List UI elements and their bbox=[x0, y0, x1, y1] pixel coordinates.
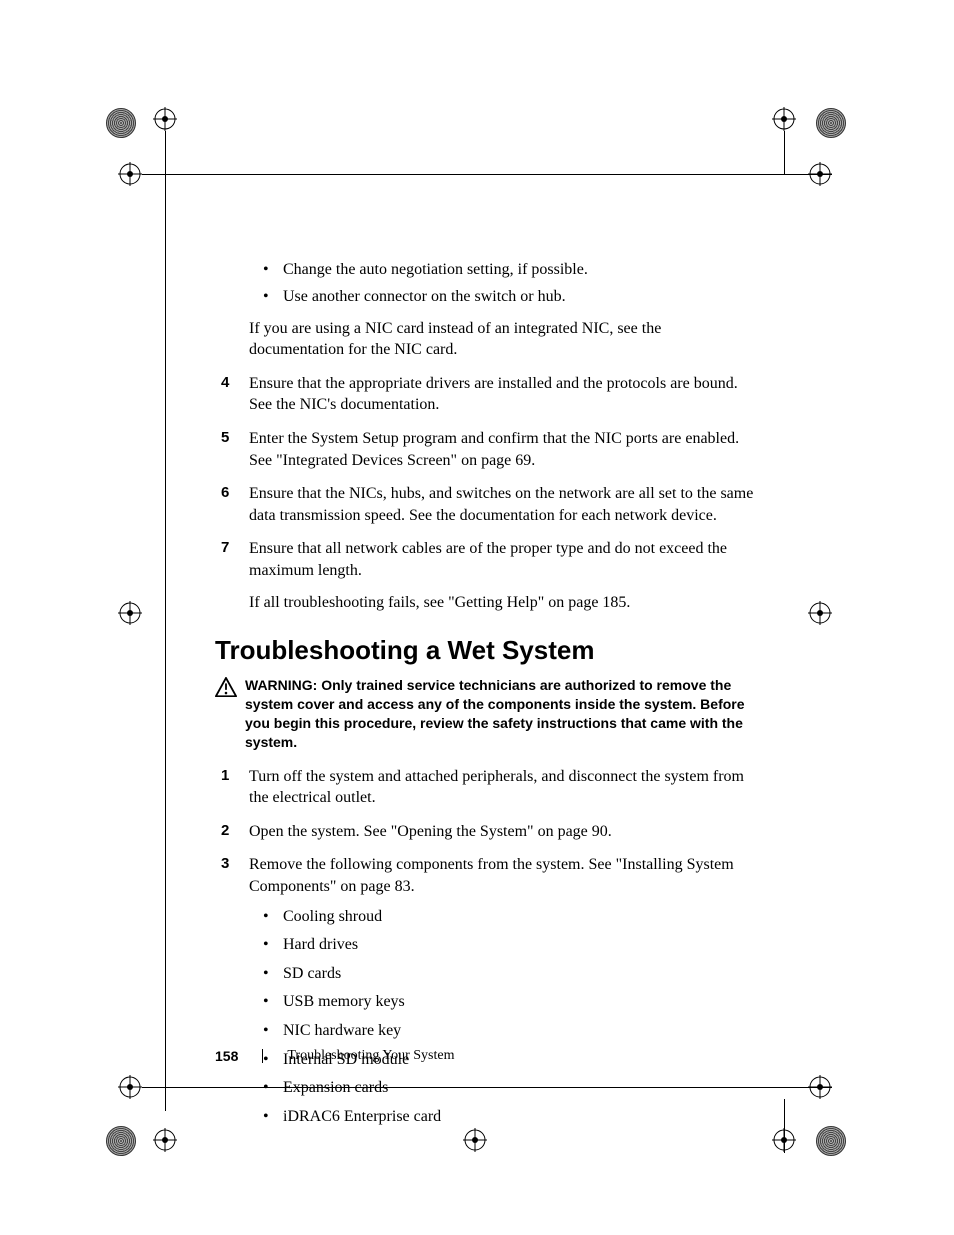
reg-mark-icon bbox=[153, 1128, 177, 1152]
warning-icon bbox=[215, 677, 237, 697]
reg-mark-icon bbox=[118, 1075, 142, 1099]
list-item: Cooling shroud bbox=[249, 906, 760, 928]
page-number: 158 bbox=[215, 1048, 238, 1064]
prev-step-bullets: Change the auto negotiation setting, if … bbox=[215, 260, 760, 308]
list-item: USB memory keys bbox=[249, 991, 760, 1013]
bullet-text: Expansion cards bbox=[283, 1079, 388, 1096]
footer-divider bbox=[262, 1049, 263, 1063]
list-item: SD cards bbox=[249, 963, 760, 985]
list-item: 6 Ensure that the NICs, hubs, and switch… bbox=[215, 483, 760, 526]
step-number: 3 bbox=[221, 854, 229, 874]
page-content: Change the auto negotiation setting, if … bbox=[215, 260, 760, 1139]
crop-line bbox=[784, 131, 785, 175]
paragraph: If you are using a NIC card instead of a… bbox=[249, 318, 760, 361]
list-item: 2 Open the system. See "Opening the Syst… bbox=[215, 821, 760, 843]
footer-section: Troubleshooting Your System bbox=[287, 1048, 454, 1064]
list-item: Expansion cards bbox=[249, 1077, 760, 1099]
step-text: Turn off the system and attached periphe… bbox=[249, 768, 744, 807]
list-item: Hard drives bbox=[249, 934, 760, 956]
step-text: Enter the System Setup program and confi… bbox=[249, 430, 739, 469]
warning-label: WARNING: bbox=[245, 677, 317, 693]
page-footer: 158 Troubleshooting Your System bbox=[215, 1048, 455, 1064]
bullet-text: SD cards bbox=[283, 965, 341, 982]
list-item: Change the auto negotiation setting, if … bbox=[215, 260, 760, 281]
list-item: 3 Remove the following components from t… bbox=[215, 854, 760, 1127]
list-item: 7 Ensure that all network cables are of … bbox=[215, 538, 760, 613]
crop-line bbox=[142, 174, 832, 175]
component-list: Cooling shroud Hard drives SD cards USB … bbox=[249, 906, 760, 1128]
list-item: 1 Turn off the system and attached perip… bbox=[215, 766, 760, 809]
reg-mark-icon bbox=[118, 601, 142, 625]
reg-mark-icon bbox=[808, 601, 832, 625]
step-number: 5 bbox=[221, 428, 229, 448]
list-item: 5 Enter the System Setup program and con… bbox=[215, 428, 760, 471]
bullet-text: Change the auto negotiation setting, if … bbox=[283, 261, 588, 278]
reg-texture-circle bbox=[106, 1126, 136, 1156]
step-followup: If all troubleshooting fails, see "Getti… bbox=[249, 592, 760, 614]
reg-texture-circle bbox=[816, 108, 846, 138]
warning-body: Only trained service technicians are aut… bbox=[245, 677, 745, 750]
bullet-text: Use another connector on the switch or h… bbox=[283, 288, 566, 305]
warning-block: WARNING: Only trained service technician… bbox=[215, 676, 760, 752]
reg-mark-icon bbox=[118, 162, 142, 186]
numbered-list-wet: 1 Turn off the system and attached perip… bbox=[215, 766, 760, 1128]
list-item: NIC hardware key bbox=[249, 1020, 760, 1042]
crop-line bbox=[784, 1099, 785, 1153]
bullet-text: USB memory keys bbox=[283, 993, 405, 1010]
list-item: 4 Ensure that the appropriate drivers ar… bbox=[215, 373, 760, 416]
step-text: Open the system. See "Opening the System… bbox=[249, 823, 612, 840]
step-text: Ensure that the NICs, hubs, and switches… bbox=[249, 485, 753, 524]
reg-texture-circle bbox=[816, 1126, 846, 1156]
step-number: 2 bbox=[221, 821, 229, 841]
reg-mark-icon bbox=[808, 162, 832, 186]
step-number: 7 bbox=[221, 538, 229, 558]
step-text: Ensure that all network cables are of th… bbox=[249, 540, 727, 579]
bullet-text: Cooling shroud bbox=[283, 908, 382, 925]
step-number: 1 bbox=[221, 766, 229, 786]
reg-texture-circle bbox=[106, 108, 136, 138]
list-item: Use another connector on the switch or h… bbox=[215, 287, 760, 308]
bullet-text: Hard drives bbox=[283, 936, 358, 953]
reg-mark-icon bbox=[153, 107, 177, 131]
list-item: iDRAC6 Enterprise card bbox=[249, 1106, 760, 1128]
step-number: 4 bbox=[221, 373, 229, 393]
numbered-list-top: 4 Ensure that the appropriate drivers ar… bbox=[215, 373, 760, 613]
page: Change the auto negotiation setting, if … bbox=[0, 0, 954, 1235]
crop-line bbox=[165, 131, 166, 1111]
step-text: Ensure that the appropriate drivers are … bbox=[249, 375, 738, 414]
warning-text: WARNING: Only trained service technician… bbox=[245, 676, 760, 752]
section-title: Troubleshooting a Wet System bbox=[215, 635, 760, 666]
step-number: 6 bbox=[221, 483, 229, 503]
reg-mark-icon bbox=[772, 107, 796, 131]
bullet-text: NIC hardware key bbox=[283, 1022, 401, 1039]
bullet-text: iDRAC6 Enterprise card bbox=[283, 1108, 441, 1125]
step-text: Remove the following components from the… bbox=[249, 856, 734, 895]
